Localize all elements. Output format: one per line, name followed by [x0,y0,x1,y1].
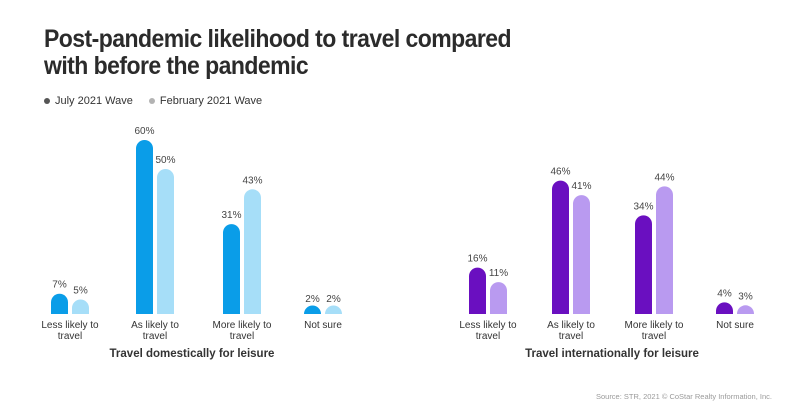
bar [573,195,590,314]
data-label: 5% [73,286,88,297]
data-label: 60% [134,126,154,137]
category-tick-label: More likely to travel [625,320,684,342]
category-tick-label: Less likely to travel [459,320,517,342]
data-label: 2% [326,294,341,305]
legend-label-july-2021: July 2021 Wave [55,95,133,107]
x-axis-label: Travel internationally for leisure [525,348,699,360]
data-label: 43% [242,175,262,186]
data-label: 11% [489,268,508,279]
bar [325,305,342,314]
bar [51,293,68,314]
chart-title: Post-pandemic likelihood to travel compa… [44,25,512,80]
legend-item-july-2021: July 2021 Wave [44,95,133,107]
category-tick-label: Not sure [716,320,754,331]
legend-label-february-2021: February 2021 Wave [159,95,263,107]
data-label: 4% [717,288,732,299]
chart-2: 16%11% Less likely to travel 46%41% As likel… [459,167,754,360]
legend-marker-february-2021 [148,98,155,104]
bar [157,169,174,314]
bar [244,189,261,314]
legend-item-february-2021: February 2021 Wave [148,95,263,107]
bar [223,224,240,314]
bar [469,267,486,314]
category-tick-label: As likely to travel [547,320,595,342]
data-label: 2% [305,294,320,305]
data-label: 50% [155,155,175,166]
data-label: 34% [633,201,653,212]
data-label: 3% [738,291,753,302]
bar [716,302,733,314]
data-label: 31% [221,210,241,221]
bar [656,186,673,314]
legend: July 2021 Wave February 2021 Wave [44,93,278,109]
bar [72,299,89,314]
data-label: 16% [467,254,487,265]
data-label: 7% [52,280,67,291]
bar [136,140,153,314]
data-label: 46% [550,167,570,178]
chart-1: 7% 5% Less likely to travel 60% 50% As likely … [41,126,342,360]
category-tick-label: More likely to travel [213,320,272,342]
data-label: 44% [654,172,674,183]
bar [490,282,507,314]
source-note: Source: STR, 2021 © CoStar Realty Inform… [595,392,772,401]
bar [635,215,652,314]
data-label: 41% [571,181,591,192]
legend-marker-july-2021 [44,98,50,104]
bar [737,305,754,314]
category-tick-label: Not sure [304,320,342,331]
category-tick-label: As likely to travel [131,320,179,342]
bar [304,305,321,314]
category-tick-label: Less likely to travel [41,320,99,342]
x-axis-label: Travel domestically for leisure [110,348,275,360]
bar [552,180,569,314]
